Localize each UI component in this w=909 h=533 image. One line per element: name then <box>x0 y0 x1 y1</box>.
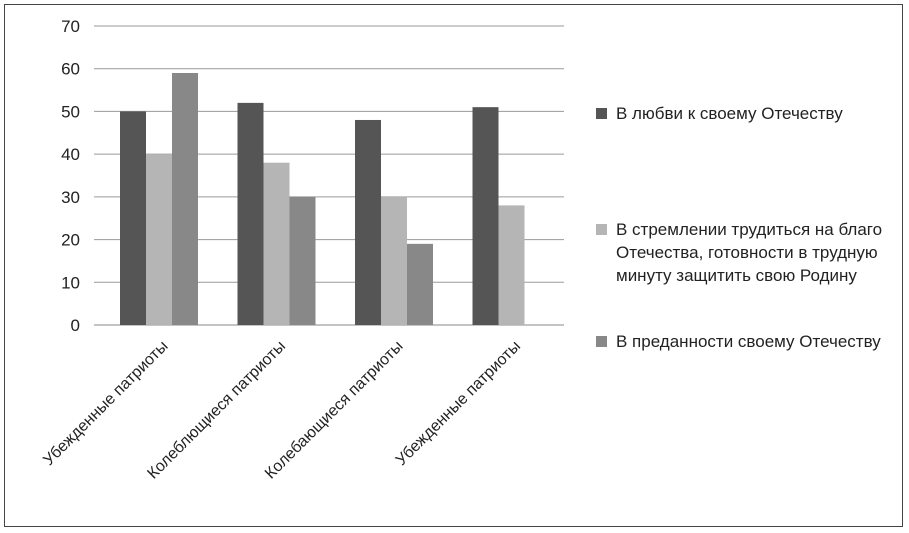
legend-swatch-love <box>596 108 607 119</box>
y-tick-label: 0 <box>71 316 80 335</box>
bar <box>381 196 407 325</box>
bar <box>146 154 172 325</box>
legend-label-devotion: В преданности своему Отечеству <box>616 332 881 351</box>
bar <box>355 119 381 325</box>
x-tick-label: Убежденные патриоты <box>393 338 524 469</box>
x-tick-label: Колебающиеся патриоты <box>262 338 407 483</box>
x-tick-label: Колеблющиеся патриоты <box>144 338 289 483</box>
y-tick-label: 30 <box>61 188 80 207</box>
bar <box>289 196 316 325</box>
legend-swatch-devotion <box>596 336 607 347</box>
bar <box>407 243 433 325</box>
y-tick-label: 50 <box>61 102 80 121</box>
bar <box>120 111 146 325</box>
y-tick-label: 10 <box>61 273 80 292</box>
bar <box>472 107 499 326</box>
legend-label-labor: В стремлении трудиться на благо Отечеств… <box>616 220 883 285</box>
y-tick-label: 40 <box>61 145 80 164</box>
bar <box>237 102 264 325</box>
bar <box>498 205 525 325</box>
bar <box>172 72 198 325</box>
y-tick-label: 60 <box>61 60 80 79</box>
legend-swatch-labor <box>596 224 607 235</box>
x-tick-label: Убежденные патриоты <box>40 338 171 469</box>
y-tick-label: 70 <box>61 17 80 36</box>
legend-label-love: В любви к своему Отечеству <box>616 104 843 123</box>
y-tick-label: 20 <box>61 231 80 250</box>
bar <box>263 162 290 325</box>
